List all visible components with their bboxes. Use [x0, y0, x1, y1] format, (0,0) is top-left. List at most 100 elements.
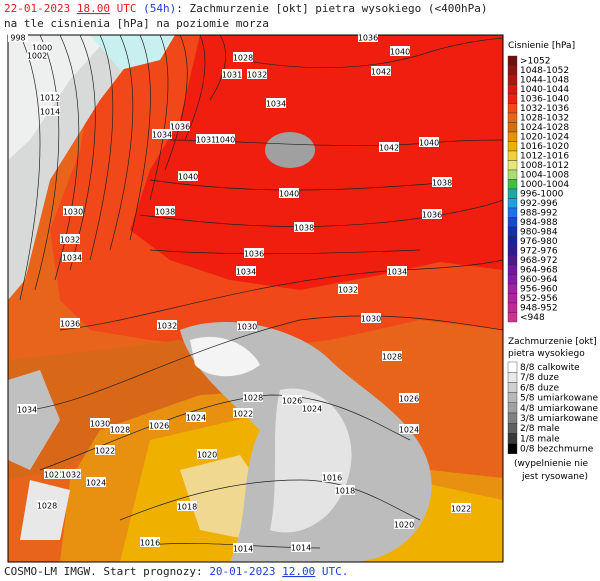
footer: COSMO-LM IMGW. Start prognozy: 20-01-202… — [4, 565, 348, 578]
isobar-label-box — [422, 209, 442, 219]
start-date: 20-01-2023 — [209, 565, 275, 578]
isobar-label-box — [178, 171, 198, 181]
isobar-label: 1020 — [394, 521, 414, 530]
forecast-utc: UTC — [117, 2, 137, 15]
legend-swatch — [507, 245, 518, 256]
legend-swatch — [507, 179, 518, 190]
isobar-label: 1034 — [62, 254, 82, 263]
isobar-label-box — [399, 424, 419, 434]
isobar-label: 1038 — [432, 179, 452, 188]
legend-label: 992-996 — [520, 199, 558, 209]
legend-label: 2/8 male — [520, 424, 560, 434]
legend-label: 1/8 male — [520, 434, 560, 444]
isobar-label: 1034 — [266, 100, 286, 109]
isobar-label: 1036 — [60, 320, 80, 329]
isobar-label: 1028 — [382, 353, 402, 362]
isobar-label-box — [266, 98, 286, 108]
legend-label: 1028-1032 — [520, 114, 569, 124]
legend-label: 952-956 — [520, 294, 558, 304]
map — [7, 34, 504, 563]
legend-label: <948 — [520, 313, 545, 323]
cloud-legend-note: (wypelnienie nie — [514, 459, 588, 469]
isobar-label: 1032 — [338, 286, 358, 295]
legend-label: 972-976 — [520, 247, 558, 257]
legend-swatch — [507, 188, 518, 199]
isobar-label-box — [282, 395, 302, 405]
legend-label: 1004-1008 — [520, 171, 569, 181]
isobar-label-box — [63, 206, 83, 216]
legend-swatch — [507, 302, 518, 313]
isobar-label-box — [432, 177, 452, 187]
isobar-label: 1031 — [222, 71, 242, 80]
isobar-label: 1032 — [247, 71, 267, 80]
isobar-label: 1026 — [282, 397, 302, 406]
isobar-label: 1034 — [387, 268, 407, 277]
isobar-label-box — [399, 393, 419, 403]
isobar-label: 1036 — [422, 211, 442, 220]
legend-swatch — [507, 217, 518, 228]
legend-label: 956-960 — [520, 285, 558, 295]
legend-label: 968-972 — [520, 256, 558, 266]
cloud-legend-note: jest rysowane) — [521, 472, 588, 482]
legend-swatch — [507, 433, 518, 444]
isobar-label-box — [177, 501, 197, 511]
isobar-label: 1026 — [149, 422, 169, 431]
legend-swatch — [507, 226, 518, 237]
legend-swatch — [507, 93, 518, 104]
isobar-label-box — [387, 266, 407, 276]
isobar-label: 1036 — [358, 34, 378, 43]
isobar-label: 1036 — [244, 250, 264, 259]
isobar-label: 1014 — [291, 544, 311, 553]
isobar-label: 1042 — [379, 144, 399, 153]
isobar-label: 1000 — [32, 44, 52, 53]
isobar-label-box — [233, 52, 253, 62]
isobar-label-box — [60, 234, 80, 244]
isobar-label-box — [155, 206, 175, 216]
isobar-label-box — [302, 403, 322, 413]
legend-label: 976-980 — [520, 237, 558, 247]
isobar-label-box — [394, 519, 414, 529]
isobar-label: 1040 — [390, 48, 410, 57]
legend-swatch — [507, 141, 518, 152]
legend-swatch — [507, 274, 518, 285]
isobar-label: 1040 — [215, 136, 235, 145]
legend-label: 960-964 — [520, 275, 558, 285]
legend-label: 3/8 umiarkowane — [520, 414, 599, 424]
isobar-label-box — [390, 46, 410, 56]
isobar-label: 1022 — [95, 447, 115, 456]
isobar-label-box — [338, 284, 358, 294]
legend-swatch — [507, 283, 518, 294]
cloud-legend-subtitle: pietra wysokiego — [508, 349, 585, 359]
isobar-label: 1030 — [237, 323, 257, 332]
isobar-label-box — [90, 418, 110, 428]
legend-swatch — [507, 236, 518, 247]
isobar-label-box — [279, 188, 299, 198]
isobar-label: 1016 — [140, 539, 160, 548]
legend-swatch — [507, 392, 518, 404]
legend-swatch — [507, 312, 518, 323]
isobar-label-box — [62, 252, 82, 262]
isobar-label-box — [196, 134, 216, 144]
isobar-label: 1030 — [361, 315, 381, 324]
isobar-label: 1038 — [155, 208, 175, 217]
legend-swatch — [507, 122, 518, 133]
isobar-label-box — [17, 404, 37, 414]
legend-label: 988-992 — [520, 209, 558, 219]
isobar-label-box — [358, 32, 378, 42]
legend-label: 984-988 — [520, 218, 558, 228]
isobar-label: 1022 — [451, 505, 471, 514]
isobar-label: 1018 — [177, 503, 197, 512]
legend-label: 1040-1044 — [520, 85, 569, 95]
isobar-label: 1016 — [322, 474, 342, 483]
isobar-label-box — [233, 408, 253, 418]
isobar-label: 1042 — [371, 68, 391, 77]
isobar-label: 1012 — [40, 94, 60, 103]
isobar-label: 1030 — [63, 208, 83, 217]
start-utc: UTC. — [322, 565, 349, 578]
isobar-label: 1040 — [419, 139, 439, 148]
legend-label: 7/8 duze — [520, 373, 559, 383]
isobar-label-box — [379, 142, 399, 152]
isobar-label: 1028 — [37, 502, 57, 511]
isobar-label-box — [157, 320, 177, 330]
